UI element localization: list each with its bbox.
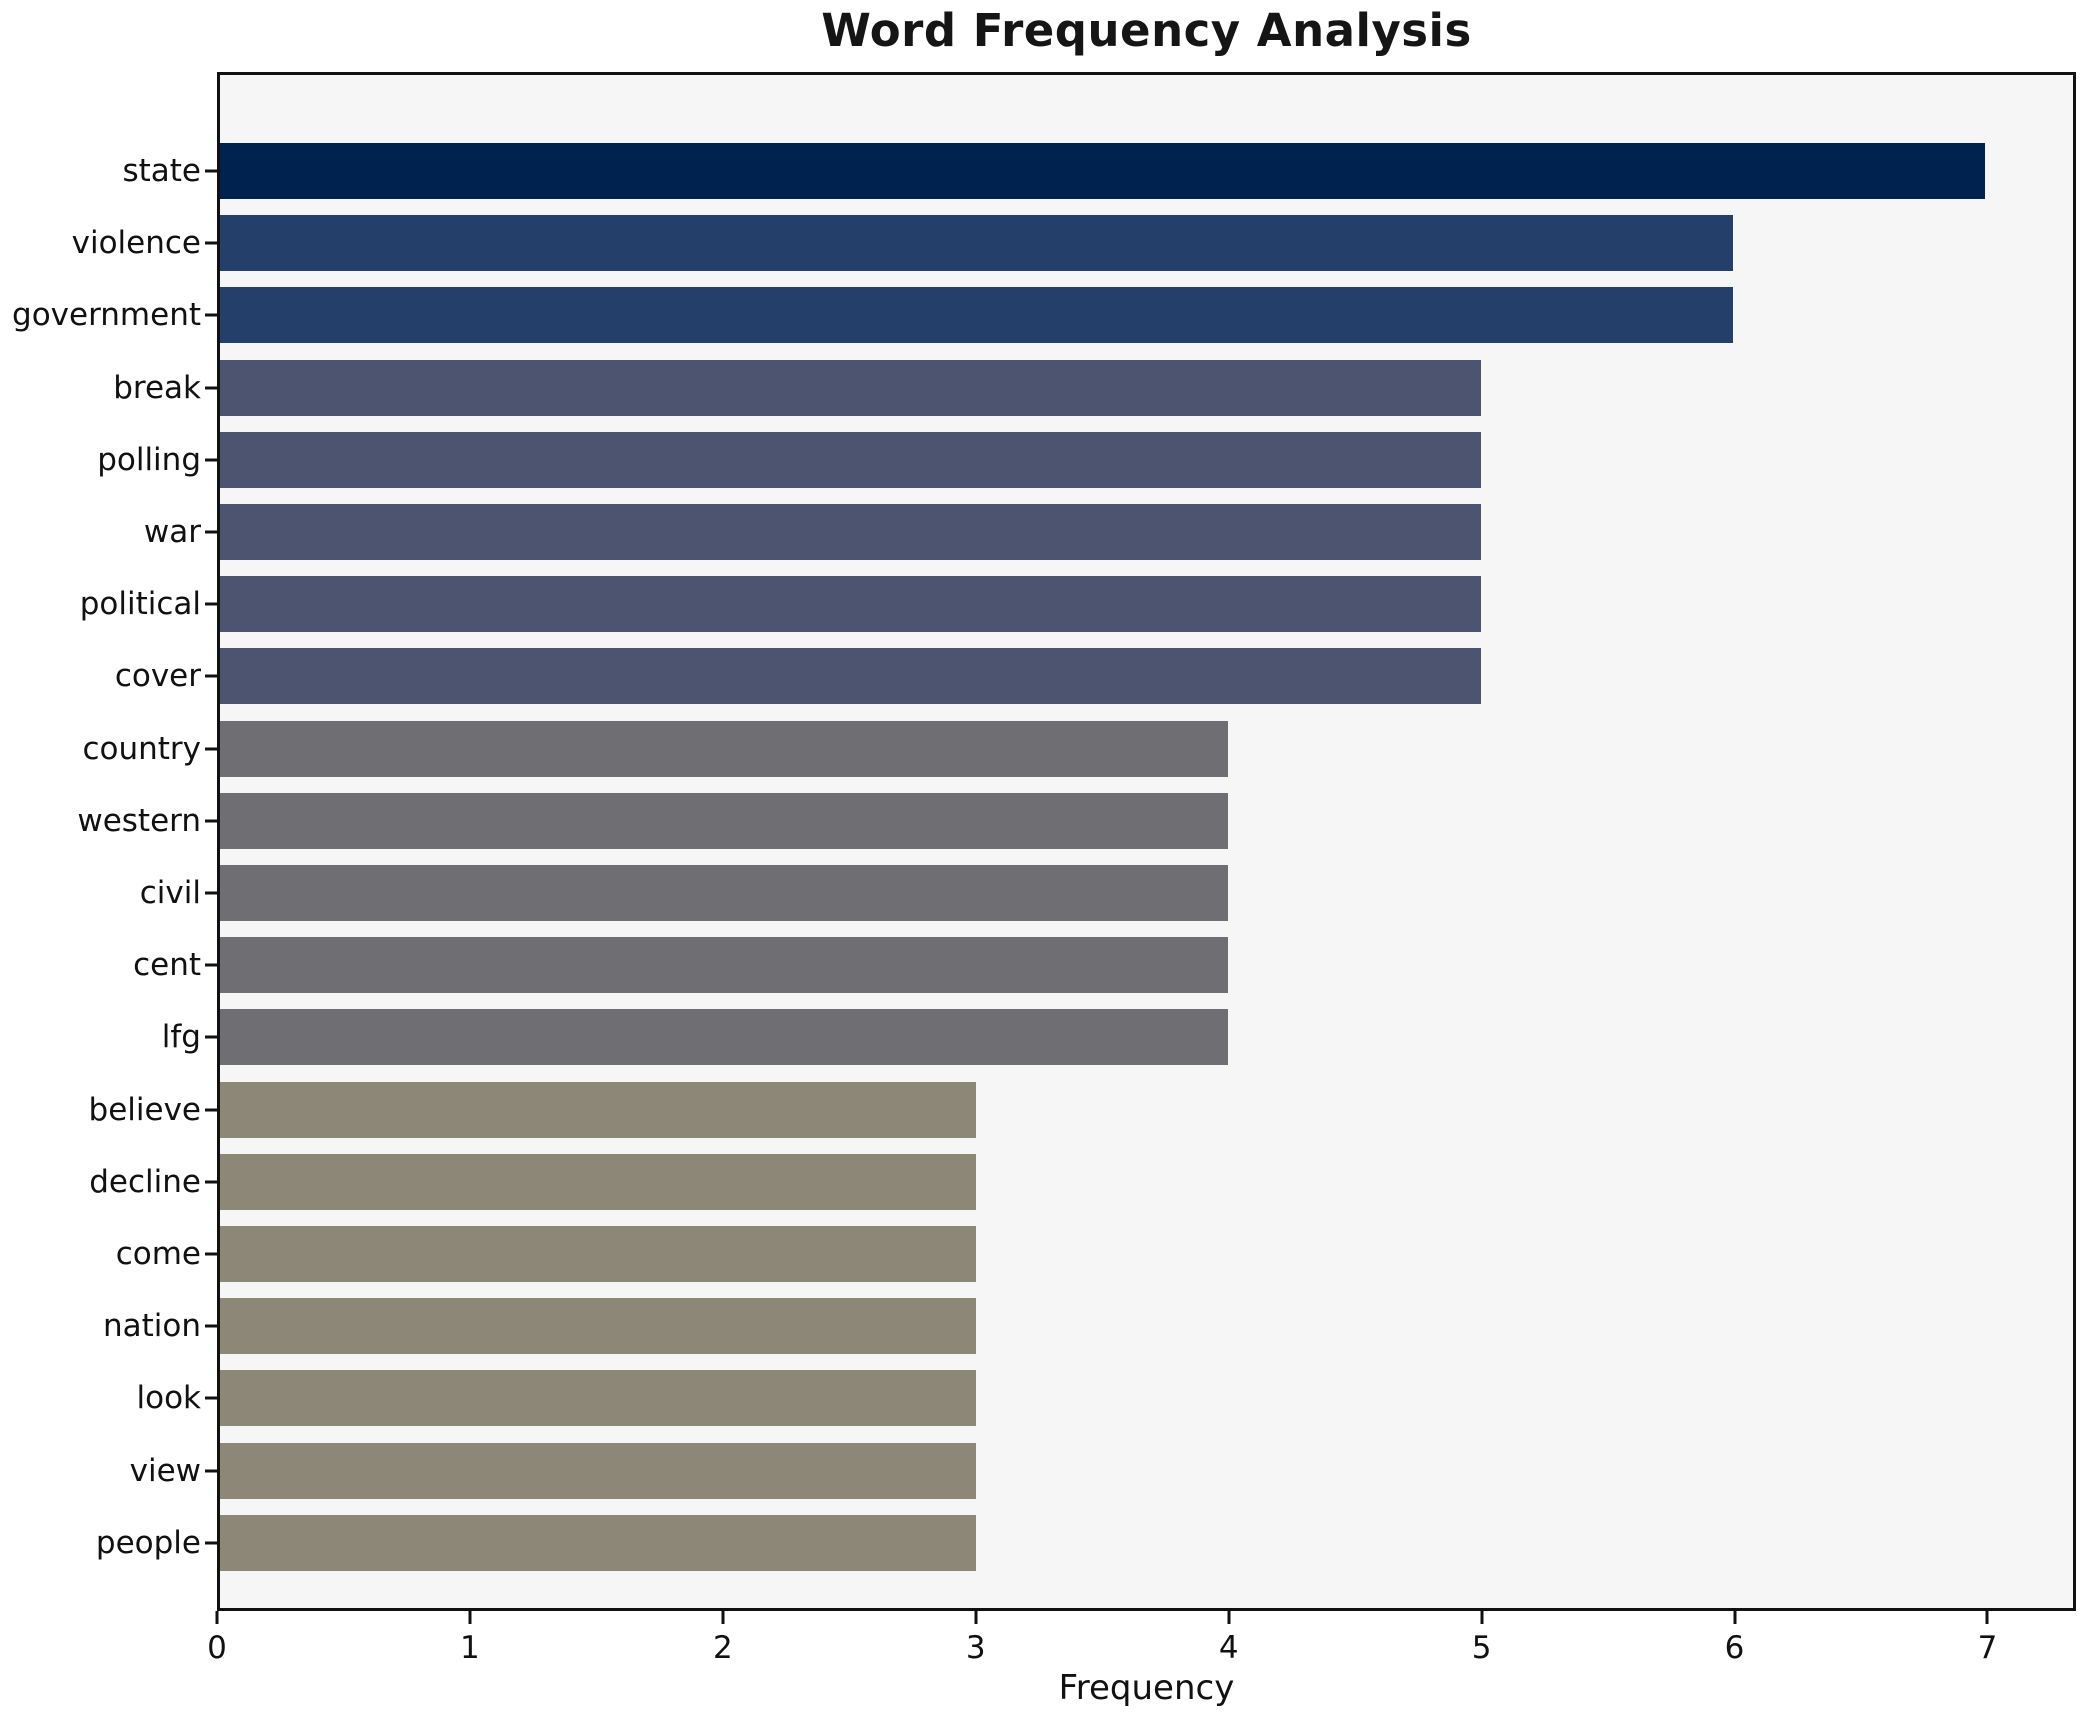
y-tick-label: war: [143, 514, 201, 550]
y-tick-mark: [205, 1396, 217, 1400]
x-tick-mark: [468, 1611, 472, 1624]
y-tick-label: decline: [89, 1163, 201, 1200]
bar-state: [220, 143, 1985, 199]
y-tick-label: people: [95, 1524, 201, 1561]
x-tick-label: 4: [1218, 1630, 1239, 1666]
bar-civil: [220, 865, 1229, 921]
x-tick-mark: [215, 1611, 219, 1624]
bar-western: [220, 792, 1229, 849]
bar-violence: [220, 215, 1733, 272]
y-tick-mark: [205, 963, 217, 967]
bar-government: [220, 287, 1733, 344]
x-axis-label: Frequency: [1058, 1668, 1235, 1708]
y-tick-mark: [205, 1469, 217, 1473]
y-tick-label: country: [82, 730, 201, 767]
x-tick-mark: [1985, 1611, 1989, 1624]
y-tick-label: lfg: [161, 1019, 201, 1056]
y-tick-mark: [205, 1108, 217, 1112]
y-tick-mark: [205, 1180, 217, 1184]
y-tick-label: violence: [71, 225, 201, 262]
y-tick-label: civil: [139, 875, 201, 911]
y-tick-label: cent: [133, 947, 201, 984]
x-tick-mark: [974, 1611, 978, 1624]
bar-polling: [220, 431, 1481, 488]
x-tick-mark: [721, 1611, 725, 1624]
y-tick-mark: [205, 819, 217, 823]
bar-decline: [220, 1153, 977, 1210]
bar-cent: [220, 937, 1229, 994]
y-tick-mark: [205, 1035, 217, 1039]
bar-view: [220, 1442, 977, 1499]
y-tick-label: break: [113, 369, 201, 406]
bar-war: [220, 504, 1481, 560]
bar-cover: [220, 648, 1481, 705]
y-tick-label: view: [129, 1452, 201, 1489]
y-tick-mark: [205, 313, 217, 317]
y-tick-label: nation: [102, 1308, 201, 1345]
y-tick-mark: [205, 891, 217, 895]
bar-political: [220, 576, 1481, 633]
y-tick-mark: [205, 241, 217, 245]
x-tick-label: 7: [1977, 1630, 1998, 1666]
y-tick-mark: [205, 674, 217, 678]
y-tick-label: government: [12, 297, 201, 334]
bar-look: [220, 1370, 977, 1427]
x-tick-label: 1: [460, 1630, 480, 1666]
y-tick-mark: [205, 1541, 217, 1545]
y-tick-mark: [205, 386, 217, 390]
x-tick-label: 3: [965, 1630, 986, 1666]
bar-people: [220, 1514, 977, 1571]
y-tick-mark: [205, 1324, 217, 1328]
y-tick-mark: [205, 530, 217, 534]
plot-area: [217, 72, 2076, 1611]
y-tick-label: come: [115, 1236, 201, 1272]
x-tick-mark: [1733, 1611, 1737, 1624]
bar-lfg: [220, 1009, 1229, 1066]
bar-come: [220, 1226, 977, 1282]
bar-country: [220, 720, 1229, 777]
y-tick-mark: [205, 1252, 217, 1256]
y-tick-label: state: [122, 153, 201, 189]
x-tick-label: 6: [1724, 1630, 1745, 1666]
bar-break: [220, 359, 1481, 416]
y-tick-mark: [205, 747, 217, 751]
y-tick-mark: [205, 458, 217, 462]
y-tick-label: cover: [114, 658, 201, 695]
y-tick-mark: [205, 169, 217, 173]
y-tick-label: believe: [88, 1091, 201, 1128]
bar-nation: [220, 1298, 977, 1355]
x-tick-label: 5: [1471, 1630, 1492, 1666]
x-tick-mark: [1480, 1611, 1484, 1624]
y-tick-label: look: [136, 1380, 202, 1417]
x-tick-label: 2: [712, 1630, 733, 1666]
y-tick-label: western: [77, 802, 201, 839]
x-tick-mark: [1227, 1611, 1231, 1624]
x-tick-label: 0: [207, 1630, 227, 1666]
y-tick-label: polling: [97, 441, 201, 478]
bar-believe: [220, 1081, 977, 1138]
y-tick-mark: [205, 602, 217, 606]
chart-title: Word Frequency Analysis: [821, 4, 1472, 57]
y-tick-label: political: [79, 586, 201, 623]
